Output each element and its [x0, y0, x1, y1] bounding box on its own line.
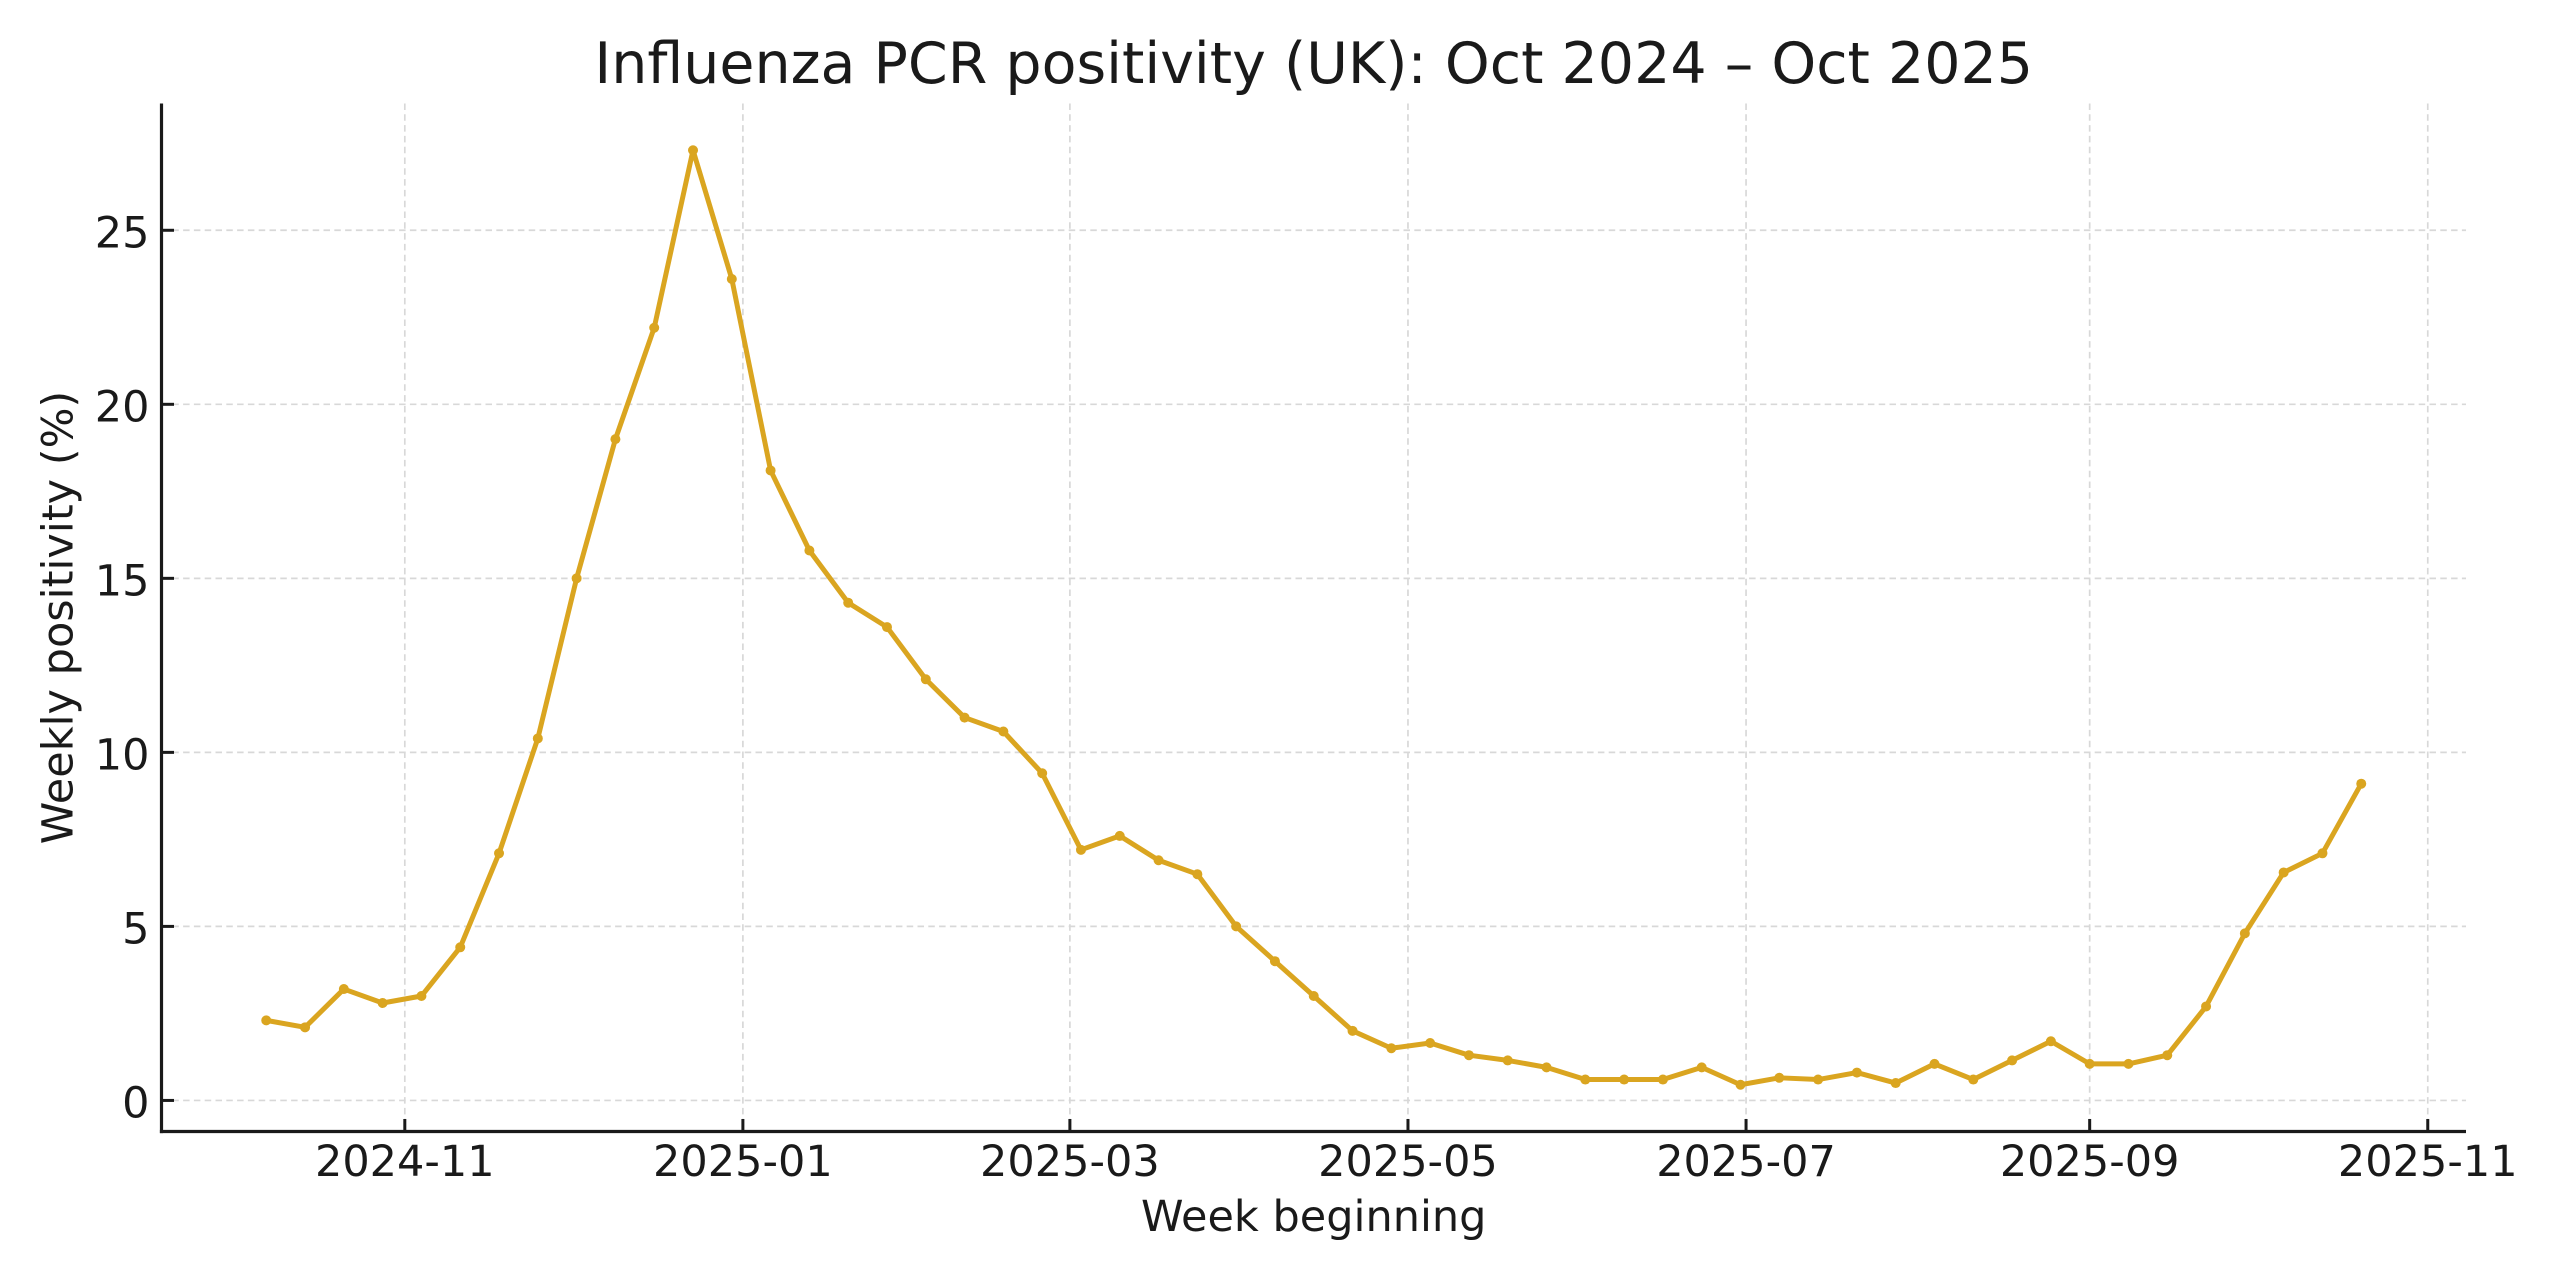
data-point-marker	[610, 434, 621, 445]
data-point-marker	[338, 984, 349, 995]
data-point-marker	[2201, 1001, 2212, 1012]
data-point-marker	[1619, 1074, 1630, 1085]
data-point-marker	[2356, 778, 2367, 789]
data-point-marker	[1463, 1050, 1474, 1061]
data-point-marker	[2239, 928, 2250, 939]
x-tick-label: 2024-11	[315, 1137, 495, 1187]
data-point-marker	[1851, 1067, 1862, 1078]
data-point-marker	[2123, 1058, 2134, 1069]
data-point-marker	[1075, 844, 1086, 855]
data-point-marker	[571, 573, 582, 584]
data-point-marker	[1929, 1058, 1940, 1069]
y-tick-labels: 0 5 10 15 20 25	[95, 208, 150, 1128]
data-point-marker	[881, 622, 892, 633]
axes-ticks	[161, 228, 2430, 1132]
y-axis-label: Weekly positivity (%)	[34, 391, 84, 844]
data-point-marker	[959, 712, 970, 723]
data-point-marker	[920, 674, 931, 685]
data-point-marker	[1774, 1072, 1785, 1083]
data-point-marker	[1308, 991, 1319, 1002]
data-point-marker	[1657, 1074, 1668, 1085]
data-point-marker	[726, 274, 737, 285]
data-point-marker	[1890, 1078, 1901, 1089]
data-point-marker	[455, 942, 466, 953]
axes-spines	[159, 103, 2466, 1134]
y-tick-label: 15	[95, 557, 150, 607]
y-tick-label: 20	[95, 383, 150, 433]
data-point-marker	[1813, 1074, 1824, 1085]
data-point-marker	[377, 997, 388, 1008]
data-point-marker	[2045, 1036, 2056, 1047]
data-point-marker	[688, 145, 699, 156]
data-point-marker	[1968, 1074, 1979, 1085]
data-point-marker	[2084, 1058, 2095, 1069]
data-point-marker	[1231, 921, 1242, 932]
data-point-marker	[1425, 1038, 1436, 1049]
data-point-marker	[649, 322, 660, 333]
data-point-marker	[1114, 830, 1125, 841]
data-point-marker	[765, 465, 776, 476]
data-point-marker	[416, 991, 427, 1002]
data-point-marker	[1153, 855, 1164, 866]
data-point-marker	[494, 848, 505, 859]
y-tick-label: 10	[95, 731, 150, 781]
data-point-marker	[2278, 867, 2289, 878]
data-point-marker	[2317, 848, 2328, 859]
data-point-marker	[532, 733, 543, 744]
data-point-marker	[1735, 1079, 1746, 1090]
x-tick-label: 2025-01	[653, 1137, 833, 1187]
y-tick-label: 5	[122, 905, 149, 955]
data-point-marker	[1696, 1062, 1707, 1073]
data-point-marker	[1192, 869, 1203, 880]
data-point-marker	[300, 1022, 311, 1033]
x-tick-label: 2025-05	[1318, 1137, 1498, 1187]
chart-title: Influenza PCR positivity (UK): Oct 2024 …	[594, 31, 2033, 97]
gridlines	[161, 103, 2466, 1132]
data-point-marker	[998, 726, 1009, 737]
x-tick-label: 2025-03	[980, 1137, 1160, 1187]
data-series	[261, 145, 2367, 1090]
data-point-marker	[1386, 1043, 1397, 1054]
data-point-marker	[2007, 1055, 2018, 1066]
data-point-marker	[1541, 1062, 1552, 1073]
data-point-marker	[1347, 1025, 1358, 1036]
x-tick-label: 2025-11	[2338, 1137, 2518, 1187]
data-point-marker	[2162, 1050, 2173, 1061]
x-tick-label: 2025-09	[2000, 1137, 2180, 1187]
x-axis-label: Week beginning	[1141, 1192, 1486, 1242]
x-tick-labels: 2024-11 2025-01 2025-03 2025-05 2025-07 2025-…	[315, 1137, 2518, 1187]
data-point-marker	[804, 545, 815, 556]
data-point-marker	[261, 1015, 272, 1026]
data-point-marker	[843, 597, 854, 608]
y-tick-label: 0	[122, 1079, 149, 1129]
x-tick-label: 2025-07	[1656, 1137, 1836, 1187]
data-point-marker	[1580, 1074, 1591, 1085]
y-tick-label: 25	[95, 208, 150, 258]
data-point-marker	[1269, 956, 1280, 967]
data-point-marker	[1502, 1055, 1513, 1066]
data-point-marker	[1037, 768, 1048, 779]
